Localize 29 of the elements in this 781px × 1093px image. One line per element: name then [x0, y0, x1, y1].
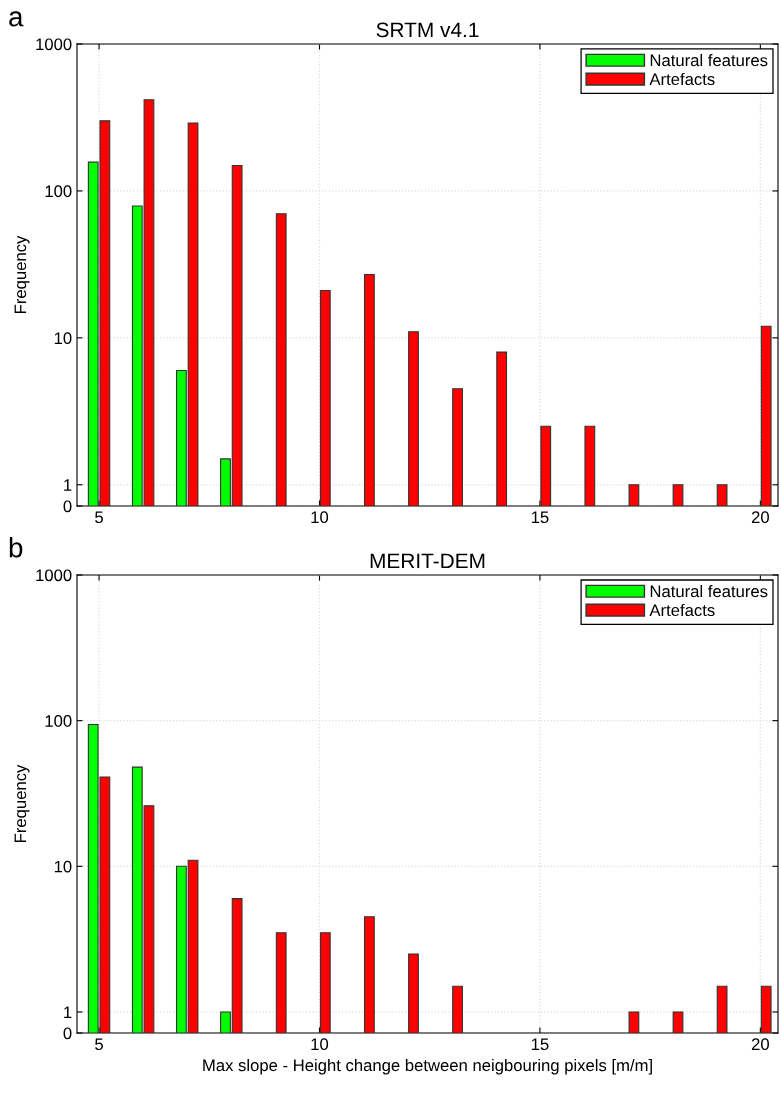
text: a — [9, 11, 24, 27]
y-tick-label: 1 — [64, 1006, 72, 1018]
y-tick-label: 100 — [45, 715, 72, 727]
chart-title: SRTM v4.1 — [376, 22, 479, 38]
x-tick-label: 15 — [531, 511, 549, 524]
y-tick-label: 0 — [63, 500, 72, 513]
y-tick-label: 10 — [54, 332, 72, 345]
x-tick-label: 15 — [531, 1038, 549, 1051]
x-tick-label: 5 — [95, 1038, 103, 1051]
text: b — [9, 537, 23, 558]
legend-label: Natural features — [650, 54, 768, 67]
x-tick-label: 10 — [311, 1038, 329, 1051]
y-tick-label: 1000 — [36, 569, 72, 582]
y-tick-label: 100 — [45, 185, 72, 198]
x-tick-label: 20 — [751, 1038, 769, 1051]
x-axis-title: Max slope - Height change between neigbouring pixels [m/m] — [203, 1058, 652, 1075]
y-tick-label: 1000 — [36, 38, 72, 51]
y-axis-title: Frequency — [14, 764, 30, 842]
legend-label: Natural features — [650, 585, 768, 598]
legend-label: Artefacts — [649, 603, 715, 617]
y-tick-label: 0 — [63, 1027, 72, 1040]
y-tick-label: 1 — [64, 479, 72, 491]
x-tick-label: 5 — [95, 511, 103, 524]
legend-label: Artefacts — [649, 72, 715, 86]
x-tick-label: 20 — [751, 511, 769, 524]
chart-title: MERIT-DEM — [370, 553, 485, 569]
y-tick-label: 10 — [54, 860, 72, 873]
y-axis-title: Frequency — [14, 235, 30, 313]
x-tick-label: 10 — [311, 511, 329, 524]
